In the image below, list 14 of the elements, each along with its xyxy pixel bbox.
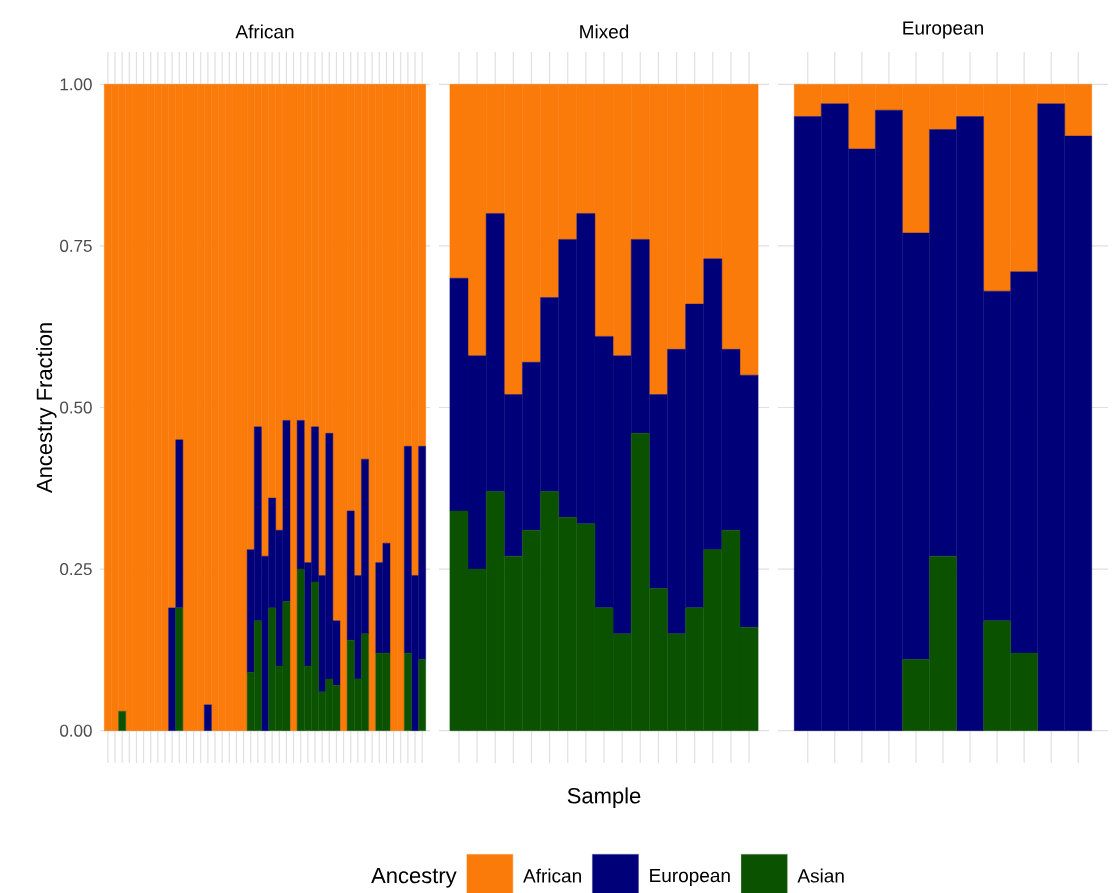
legend-label: Asian: [797, 868, 844, 883]
legend-title: Ancestry: [371, 867, 457, 888]
y-tick-label: 0.50: [60, 401, 92, 414]
chart-title: Mixed: [580, 24, 629, 39]
y-tick-label: 0.25: [60, 563, 92, 576]
legend-label: African: [523, 868, 581, 883]
y-tick-label: 0.00: [60, 724, 92, 737]
y-tick-label: 1.00: [60, 78, 92, 91]
y-tick-label: 0.75: [60, 239, 92, 252]
y-axis-title: Ancestry Fraction: [36, 323, 57, 494]
chart-title: European: [903, 21, 983, 39]
chart-title: African: [235, 24, 294, 39]
legend-label: European: [650, 868, 730, 886]
x-axis-title: Sample: [567, 787, 641, 808]
